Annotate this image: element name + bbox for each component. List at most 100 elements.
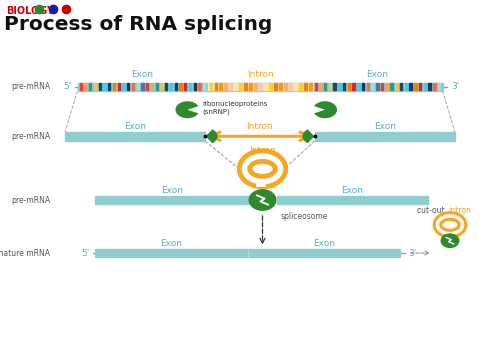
Bar xyxy=(386,83,388,90)
Bar xyxy=(220,83,222,90)
Ellipse shape xyxy=(248,189,276,211)
Bar xyxy=(108,83,110,90)
Bar xyxy=(234,83,237,90)
Bar xyxy=(98,83,101,90)
Bar xyxy=(65,132,205,141)
Bar xyxy=(395,83,398,90)
Text: Exon: Exon xyxy=(124,122,146,131)
Bar xyxy=(230,83,232,90)
Bar xyxy=(362,83,364,90)
Wedge shape xyxy=(302,129,314,143)
Text: Exon: Exon xyxy=(341,186,363,195)
Bar xyxy=(404,83,407,90)
Bar xyxy=(156,83,158,90)
Bar xyxy=(189,83,191,90)
Text: pre-mRNA: pre-mRNA xyxy=(11,195,50,205)
Bar xyxy=(95,196,248,204)
Text: Exon: Exon xyxy=(374,122,396,131)
Wedge shape xyxy=(314,101,337,118)
Bar xyxy=(203,83,205,90)
Bar xyxy=(414,83,416,90)
Wedge shape xyxy=(176,101,199,118)
Bar xyxy=(357,83,360,90)
Bar xyxy=(146,83,148,90)
Text: 5': 5' xyxy=(81,249,89,258)
Text: mature mRNA: mature mRNA xyxy=(0,249,50,258)
Text: pre-mRNA: pre-mRNA xyxy=(11,132,50,141)
Bar xyxy=(210,83,212,90)
Bar xyxy=(290,83,292,90)
Bar xyxy=(142,83,144,90)
Bar xyxy=(208,83,312,90)
Text: Intron: Intron xyxy=(246,122,274,131)
Bar xyxy=(320,83,322,90)
Bar xyxy=(113,83,115,90)
Bar xyxy=(136,83,139,90)
Text: spliceosome: spliceosome xyxy=(280,212,328,221)
Bar xyxy=(127,83,130,90)
Bar xyxy=(328,83,331,90)
Bar xyxy=(118,83,120,90)
Bar xyxy=(352,83,355,90)
Bar xyxy=(89,83,92,90)
Text: intron: intron xyxy=(448,206,471,215)
Text: 3': 3' xyxy=(451,82,459,91)
Bar xyxy=(170,83,172,90)
Bar xyxy=(94,83,96,90)
Bar xyxy=(274,83,277,90)
Text: Exon: Exon xyxy=(132,70,154,79)
Bar xyxy=(284,83,287,90)
Bar xyxy=(78,83,442,91)
Bar xyxy=(381,83,384,90)
Bar xyxy=(198,83,200,90)
Text: BIOLOGY: BIOLOGY xyxy=(6,6,54,16)
Bar xyxy=(400,83,402,90)
Bar xyxy=(343,83,345,90)
Wedge shape xyxy=(206,129,218,143)
Bar xyxy=(390,83,393,90)
Text: Intron: Intron xyxy=(249,146,276,155)
Ellipse shape xyxy=(440,233,460,248)
Bar xyxy=(250,83,252,90)
Bar xyxy=(214,83,217,90)
Bar xyxy=(334,83,336,90)
Bar xyxy=(151,83,153,90)
Bar xyxy=(122,83,124,90)
Bar xyxy=(376,83,378,90)
Text: Exon: Exon xyxy=(366,70,388,79)
Text: 5': 5' xyxy=(64,82,72,91)
Bar xyxy=(366,83,369,90)
Text: Exon: Exon xyxy=(160,186,182,195)
Bar xyxy=(315,132,455,141)
Bar xyxy=(244,83,247,90)
Text: Process of RNA splicing: Process of RNA splicing xyxy=(4,15,272,34)
Text: Intron: Intron xyxy=(246,70,274,79)
Bar xyxy=(180,83,182,90)
Bar xyxy=(270,83,272,90)
Text: Exon: Exon xyxy=(160,239,182,248)
Bar xyxy=(104,83,106,90)
Bar xyxy=(160,83,162,90)
Bar xyxy=(433,83,436,90)
Bar xyxy=(132,83,134,90)
Bar xyxy=(410,83,412,90)
Bar xyxy=(240,83,242,90)
Bar xyxy=(165,83,168,90)
Text: 3': 3' xyxy=(408,249,416,258)
Bar xyxy=(304,83,307,90)
Bar xyxy=(438,83,440,90)
Bar xyxy=(424,83,426,90)
Bar xyxy=(428,83,431,90)
Bar xyxy=(174,83,177,90)
Bar xyxy=(260,83,262,90)
Bar xyxy=(310,83,312,90)
Bar xyxy=(348,83,350,90)
Text: cut-out: cut-out xyxy=(418,206,448,215)
Text: Exon: Exon xyxy=(313,239,335,248)
Bar xyxy=(324,83,326,90)
Bar xyxy=(314,83,317,90)
Bar xyxy=(80,83,82,90)
Bar xyxy=(372,83,374,90)
Bar xyxy=(224,83,227,90)
Bar xyxy=(276,196,428,204)
